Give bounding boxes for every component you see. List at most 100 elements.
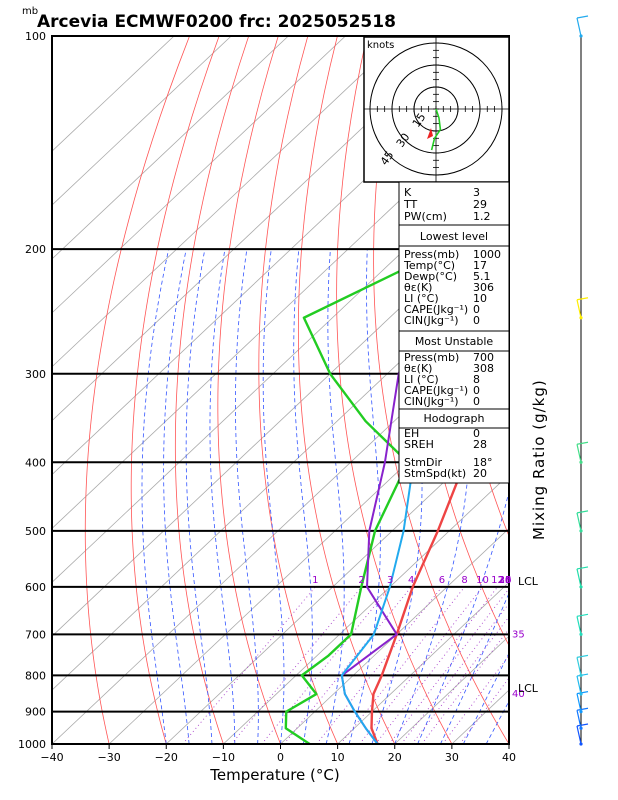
isotherm-line: [223, 473, 509, 744]
right-axis-label: Mixing Ratio (g/kg): [530, 379, 548, 540]
pressure-tick-label: 200: [25, 243, 46, 256]
hs-sreh-value: 28: [473, 438, 487, 451]
mixing-ratio-line: [411, 616, 509, 744]
isotherm-line: [337, 581, 509, 744]
moist-adiabat-line: [163, 249, 190, 744]
isotherm-line: [52, 36, 289, 260]
mixing-ratio-line: [459, 677, 509, 744]
temperature-tick-label: 30: [445, 751, 459, 764]
pressure-tick-label: 400: [25, 456, 46, 469]
mixing-ratio-line: [340, 586, 465, 744]
temperature-tick-labels: −40 −30 −20 −10 0 10 20 30 40: [40, 744, 516, 764]
index-k-label: K: [404, 186, 412, 199]
mixing-ratio-label: 3: [387, 575, 393, 586]
dry-adiabat-line: [604, 36, 618, 744]
mixing-ratio-line: [421, 628, 509, 744]
wind-barb-point: [579, 632, 583, 636]
ll-li-label: LI (°C): [404, 292, 439, 305]
index-k-value: 3: [473, 186, 480, 199]
wind-barb-staff: [576, 568, 582, 588]
lcl-label: LCL: [518, 682, 539, 695]
wind-barb-staff: [576, 512, 582, 532]
hs-stmdir-label: StmDir: [404, 456, 443, 469]
isotherm-line: [508, 743, 509, 744]
wind-barb-feather: [576, 441, 589, 445]
ll-thetae-value: 306: [473, 281, 494, 294]
pressure-tick-label: 800: [25, 669, 46, 682]
isotherm-line: [52, 36, 461, 422]
wind-barb-staff: [576, 675, 582, 695]
mixing-ratio-line: [283, 586, 412, 744]
pressure-tick-labels: 100 200 300 400 500 600 700 800 900 1000: [18, 30, 46, 751]
pressure-tick-label: 900: [25, 706, 46, 719]
index-tt-value: 29: [473, 198, 487, 211]
ll-cin-label: CIN(Jkg⁻¹): [404, 314, 459, 327]
chart-title: Arcevia ECMWF0200 frc: 2025052518: [37, 12, 396, 32]
wind-barb-point: [579, 726, 583, 730]
wind-barb-feather: [576, 613, 589, 617]
moist-adiabat-line: [185, 249, 213, 744]
wind-barb-feather: [576, 707, 589, 711]
mixing-ratio-label: 8: [461, 575, 467, 586]
side-value-label: 40: [512, 689, 525, 700]
most-unstable-header: Most Unstable: [415, 335, 494, 348]
mixing-ratio-line: [316, 586, 443, 744]
wind-barb-staff: [576, 657, 582, 676]
mixing-ratio-label: 25: [499, 575, 512, 586]
wind-barb-point: [579, 529, 583, 533]
side-value-label: 35: [512, 629, 525, 640]
hs-eh-value: 0: [473, 427, 480, 440]
mixing-ratio-label: 1: [312, 575, 318, 586]
ll-dewp-label: Dewp(°C): [404, 270, 457, 283]
mu-thetae-value: 308: [473, 362, 494, 375]
hs-stmspd-label: StmSpd(kt): [404, 467, 466, 480]
dry-adiabat-line: [373, 36, 509, 744]
temperature-tick-label: 0: [277, 751, 284, 764]
temperature-tick-label: −20: [155, 751, 178, 764]
wind-barb-feather: [576, 566, 589, 570]
ll-cape-value: 0: [473, 303, 480, 316]
temperature-tick-label: −10: [212, 751, 235, 764]
wind-barb-staff: [576, 17, 582, 37]
hs-stmdir-value: 18°: [473, 456, 493, 469]
mu-cin-label: CIN(Jkg⁻¹): [404, 395, 459, 408]
mu-cape-label: CAPE(Jkg⁻¹): [404, 384, 468, 397]
isotherm-line: [165, 420, 509, 744]
background-lines: [52, 36, 618, 744]
ll-li-value: 10: [473, 292, 487, 305]
mu-cin-value: 0: [473, 395, 480, 408]
wind-barb-staff: [576, 725, 582, 745]
ll-temp-value: 17: [473, 259, 487, 272]
dry-adiabat-line: [336, 36, 453, 744]
hodograph-ring-45: [369, 42, 503, 176]
mixing-ratio-label: 30: [499, 575, 512, 586]
wind-barb-feather: [576, 15, 589, 19]
lowest-level-box: Lowest level Press(mb) 1000 Temp(°C) 17 …: [398, 224, 510, 332]
pressure-tick-label: 500: [25, 525, 46, 538]
wind-barb-point: [579, 710, 583, 714]
wind-barb-feather: [576, 510, 589, 514]
dry-adiabat-line: [217, 36, 281, 744]
wind-barb-staff: [576, 444, 582, 463]
mixing-ratio-label: 18: [499, 575, 512, 586]
ll-press-label: Press(mb): [404, 248, 459, 261]
isotherm-line: [52, 36, 346, 314]
wind-barb-staff: [576, 299, 582, 318]
wind-barb-staff: [576, 693, 582, 712]
dry-adiabat-line: [511, 36, 618, 744]
dry-adiabat-line: [258, 36, 338, 744]
temperature-tick-label: 20: [388, 751, 402, 764]
pressure-tick-label: 300: [25, 368, 46, 381]
mixing-ratio-label: 6: [439, 575, 445, 586]
mixing-ratio-line: [400, 602, 509, 744]
pressure-tick-label: 600: [25, 581, 46, 594]
ll-cin-value: 0: [473, 314, 480, 327]
hodograph-ring-15: [413, 86, 459, 132]
pressure-tick-label: 100: [25, 30, 46, 43]
moist-adiabat-line: [262, 249, 285, 744]
hodograph-trace: [430, 108, 442, 151]
pressure-tick-label: 1000: [18, 738, 46, 751]
